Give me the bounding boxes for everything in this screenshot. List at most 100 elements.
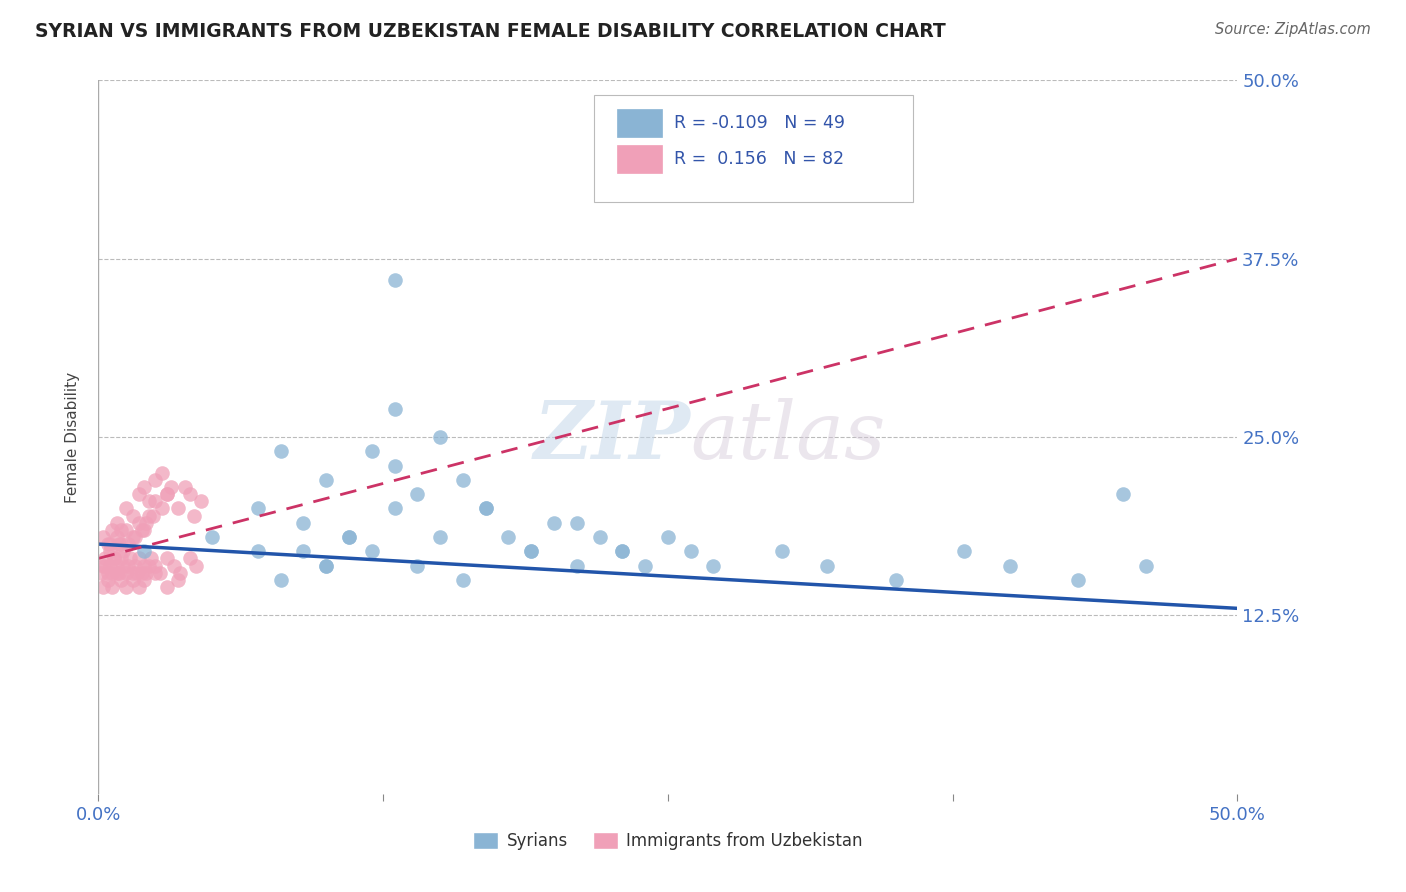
Text: R =  0.156   N = 82: R = 0.156 N = 82 bbox=[673, 150, 844, 168]
Point bbox=[117, 558, 139, 573]
Point bbox=[114, 523, 136, 537]
Point bbox=[114, 566, 136, 580]
Point bbox=[103, 551, 125, 566]
Point bbox=[132, 544, 155, 558]
Point bbox=[634, 558, 657, 573]
Point bbox=[149, 566, 172, 580]
Point bbox=[406, 487, 429, 501]
Point bbox=[150, 501, 173, 516]
Point bbox=[337, 530, 360, 544]
Point bbox=[315, 473, 337, 487]
Point bbox=[135, 566, 157, 580]
Point bbox=[142, 508, 165, 523]
Point bbox=[110, 537, 132, 551]
Point bbox=[91, 580, 114, 594]
Point bbox=[162, 558, 184, 573]
Point bbox=[167, 501, 190, 516]
Point bbox=[124, 530, 146, 544]
Point bbox=[128, 516, 150, 530]
Text: atlas: atlas bbox=[690, 399, 886, 475]
Point bbox=[315, 558, 337, 573]
Point bbox=[156, 580, 179, 594]
Point bbox=[612, 544, 634, 558]
Point bbox=[679, 544, 702, 558]
Legend: Syrians, Immigrants from Uzbekistan: Syrians, Immigrants from Uzbekistan bbox=[467, 825, 869, 857]
Point bbox=[160, 480, 183, 494]
Point bbox=[337, 530, 360, 544]
Point bbox=[246, 544, 269, 558]
Point bbox=[96, 573, 118, 587]
Point bbox=[270, 444, 292, 458]
Point bbox=[156, 551, 179, 566]
Point bbox=[94, 558, 117, 573]
Point bbox=[292, 516, 315, 530]
Point bbox=[145, 566, 167, 580]
Point bbox=[884, 573, 907, 587]
Point bbox=[1135, 558, 1157, 573]
Point bbox=[429, 430, 451, 444]
Point bbox=[384, 273, 406, 287]
Point bbox=[101, 566, 124, 580]
Point bbox=[179, 551, 201, 566]
Point bbox=[105, 530, 128, 544]
Text: Source: ZipAtlas.com: Source: ZipAtlas.com bbox=[1215, 22, 1371, 37]
Point bbox=[121, 573, 143, 587]
Point bbox=[953, 544, 976, 558]
Point bbox=[770, 544, 793, 558]
Point bbox=[131, 523, 153, 537]
Point bbox=[360, 444, 382, 458]
Point bbox=[90, 566, 112, 580]
Point bbox=[103, 551, 125, 566]
Point bbox=[101, 523, 124, 537]
Point bbox=[384, 501, 406, 516]
Point bbox=[451, 573, 474, 587]
Point bbox=[292, 544, 315, 558]
Point bbox=[1112, 487, 1135, 501]
Point bbox=[246, 501, 269, 516]
Point bbox=[451, 473, 474, 487]
FancyBboxPatch shape bbox=[593, 95, 912, 202]
Point bbox=[108, 537, 131, 551]
Point bbox=[110, 573, 132, 587]
Point bbox=[520, 544, 543, 558]
Point bbox=[128, 487, 150, 501]
Y-axis label: Female Disability: Female Disability bbox=[65, 371, 80, 503]
Point bbox=[201, 530, 224, 544]
Point bbox=[112, 544, 135, 558]
Point bbox=[105, 516, 128, 530]
Point bbox=[114, 580, 136, 594]
Point bbox=[117, 537, 139, 551]
Point bbox=[179, 487, 201, 501]
Point bbox=[190, 494, 212, 508]
Point bbox=[101, 580, 124, 594]
Point bbox=[145, 494, 167, 508]
Point bbox=[588, 530, 610, 544]
Point bbox=[91, 530, 114, 544]
Point bbox=[702, 558, 724, 573]
Point bbox=[174, 480, 197, 494]
Bar bbox=[617, 145, 662, 173]
Point bbox=[565, 558, 588, 573]
Point bbox=[132, 558, 155, 573]
Point bbox=[156, 487, 179, 501]
Point bbox=[132, 573, 155, 587]
Point bbox=[429, 530, 451, 544]
Point bbox=[132, 480, 155, 494]
Point bbox=[474, 501, 496, 516]
Point bbox=[124, 558, 146, 573]
Point bbox=[384, 401, 406, 416]
Point bbox=[360, 544, 382, 558]
Point bbox=[135, 516, 157, 530]
Point bbox=[498, 530, 520, 544]
Text: R = -0.109   N = 49: R = -0.109 N = 49 bbox=[673, 114, 845, 132]
Point bbox=[169, 566, 191, 580]
Text: SYRIAN VS IMMIGRANTS FROM UZBEKISTAN FEMALE DISABILITY CORRELATION CHART: SYRIAN VS IMMIGRANTS FROM UZBEKISTAN FEM… bbox=[35, 22, 946, 41]
Point bbox=[105, 558, 128, 573]
Point bbox=[1385, 730, 1406, 744]
Point bbox=[121, 530, 143, 544]
Point bbox=[145, 558, 167, 573]
Point bbox=[1067, 573, 1090, 587]
Point bbox=[474, 501, 496, 516]
Point bbox=[98, 537, 121, 551]
Point bbox=[186, 558, 208, 573]
